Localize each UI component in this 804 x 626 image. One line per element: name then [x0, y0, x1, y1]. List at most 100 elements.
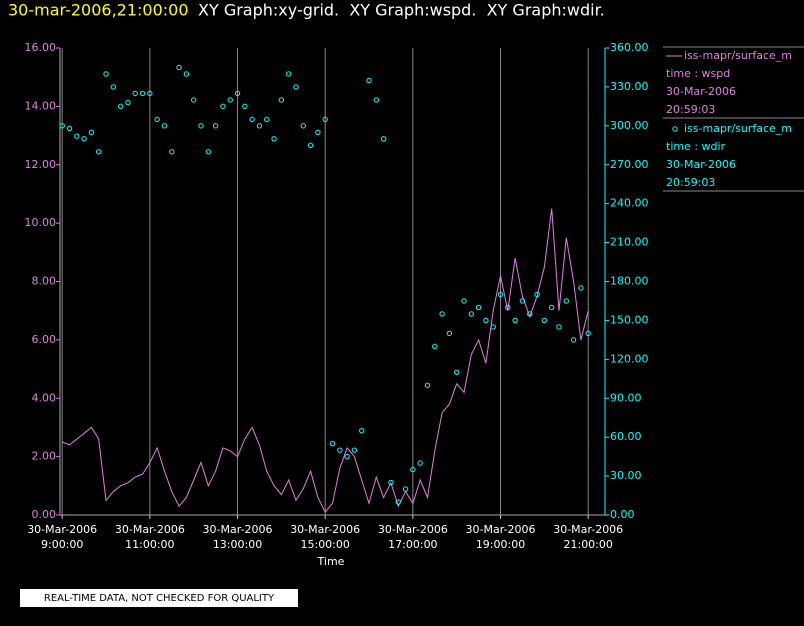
y-tick-label: 12.00	[25, 158, 57, 171]
wdir-point	[366, 77, 372, 84]
wdir-point	[161, 123, 168, 129]
y-tick-label: 14.00	[25, 99, 57, 112]
y-tick-label: 6.00	[32, 333, 57, 346]
wdir-point	[527, 311, 533, 317]
wdir-point	[453, 369, 460, 376]
wdir-point	[234, 90, 241, 97]
x-tick-label: 30-Mar-2006 15:00:00	[290, 523, 360, 551]
wdir-point	[322, 116, 328, 123]
legend-detail: 30-Mar-2006	[666, 85, 736, 98]
wdir-point	[190, 97, 197, 103]
wdir-point	[410, 466, 416, 473]
y2-tick-label: 330.00	[610, 80, 649, 93]
wdir-point	[483, 317, 489, 324]
wdir-point	[578, 285, 584, 291]
wspd-line	[62, 208, 589, 514]
wdir-point	[278, 97, 285, 103]
wdir-point	[139, 90, 146, 97]
wdir-point	[103, 71, 109, 77]
wdir-point	[548, 304, 555, 311]
wdir-point	[169, 149, 175, 155]
wdir-point	[147, 90, 153, 97]
wdir-point	[96, 149, 102, 155]
y2-tick-label: 120.00	[610, 352, 649, 365]
y2-tick-label: 180.00	[610, 275, 649, 288]
wdir-point	[570, 337, 577, 343]
legend-detail: 20:59:03	[666, 176, 715, 189]
legend-swatch	[672, 126, 678, 132]
wdir-point	[461, 298, 467, 304]
wdir-point	[432, 343, 438, 350]
wdir-point	[74, 133, 80, 139]
y2-tick-label: 210.00	[610, 236, 649, 249]
wdir-point	[497, 291, 504, 298]
wdir-point	[563, 298, 569, 304]
wdir-point	[264, 116, 270, 123]
wdir-point	[585, 330, 591, 337]
wdir-point	[256, 123, 263, 129]
y-tick-label: 4.00	[32, 391, 57, 404]
wdir-point	[344, 453, 350, 460]
wdir-point	[373, 97, 380, 103]
wdir-point	[519, 298, 526, 304]
wdir-point	[132, 90, 138, 97]
wdir-point	[59, 123, 65, 129]
wdir-point	[359, 427, 365, 434]
y2-tick-label: 270.00	[610, 158, 649, 171]
wdir-point	[227, 97, 233, 103]
wdir-point	[81, 136, 87, 142]
x-tick-label: 30-Mar-2006 9:00:00	[27, 523, 97, 551]
wdir-point	[183, 71, 190, 77]
wdir-point	[66, 125, 73, 132]
y2-tick-label: 0.00	[610, 508, 635, 521]
footnote-box	[20, 589, 298, 607]
wdir-point	[556, 324, 562, 330]
y2-tick-label: 300.00	[610, 119, 649, 132]
wdir-point	[271, 136, 277, 142]
wdir-point	[154, 116, 160, 123]
y2-tick-label: 150.00	[610, 313, 649, 326]
y2-tick-label: 60.00	[610, 430, 642, 443]
wdir-point	[446, 330, 453, 337]
wdir-point	[205, 149, 212, 155]
y-tick-label: 2.00	[32, 450, 57, 463]
x-tick-label: 30-Mar-2006 19:00:00	[466, 523, 536, 551]
chart-subtitle: XY Graph:xy-grid. XY Graph:wspd. XY Grap…	[198, 1, 605, 20]
wdir-point	[505, 304, 511, 311]
y2-tick-label: 90.00	[610, 391, 642, 404]
wdir-point	[300, 123, 306, 129]
wdir-point	[293, 84, 299, 90]
footnote: REAL-TIME DATA, NOT CHECKED FOR QUALITY	[44, 593, 275, 604]
legend-label: iss-mapr/surface_m	[684, 49, 792, 62]
wdir-point	[402, 486, 409, 492]
wdir-point	[534, 291, 540, 298]
wdir-point	[475, 304, 482, 311]
y2-tick-label: 240.00	[610, 197, 649, 210]
x-tick-label: 30-Mar-2006 11:00:00	[115, 523, 185, 551]
wdir-point	[380, 136, 387, 142]
y2-tick-label: 360.00	[610, 41, 649, 54]
wdir-point	[337, 447, 343, 453]
wdir-point	[315, 129, 321, 136]
y2-tick-label: 30.00	[610, 469, 642, 482]
wdir-point	[424, 382, 431, 388]
legend-detail: 20:59:03	[666, 103, 715, 116]
x-tick-label: 30-Mar-2006 13:00:00	[203, 523, 273, 551]
wdir-point	[176, 64, 182, 71]
wdir-point	[242, 103, 248, 110]
wdir-point	[110, 84, 117, 90]
wdir-point	[249, 116, 255, 123]
wdir-point	[285, 71, 292, 77]
wdir-point	[512, 317, 518, 324]
wdir-point	[351, 447, 358, 453]
y-tick-label: 0.00	[32, 508, 57, 521]
wdir-point	[329, 440, 336, 447]
wdir-point	[490, 324, 496, 330]
y-tick-label: 10.00	[25, 216, 57, 229]
wdir-point	[541, 317, 548, 324]
y-tick-label: 8.00	[32, 275, 57, 288]
x-axis-label: Time	[317, 555, 345, 568]
y-tick-label: 16.00	[25, 41, 57, 54]
wdir-point	[307, 142, 314, 148]
